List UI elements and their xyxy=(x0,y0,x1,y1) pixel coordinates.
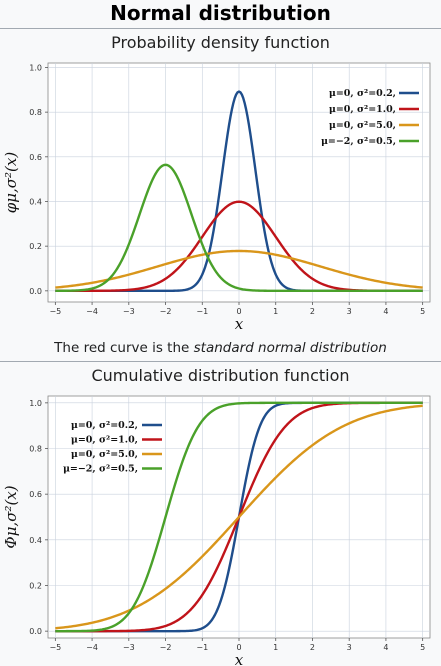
x-tick-label: −2 xyxy=(160,307,172,316)
x-tick-label: 1 xyxy=(273,307,278,316)
x-tick-label: 4 xyxy=(383,307,388,316)
y-tick-label: 0.0 xyxy=(29,627,42,636)
cdf-chart: −5 −4 −3 −2 −1 0 1 2 3 4 5 0.0 0.2 0.4 0.6 0.8 1.0 x Φμ,σ²… xyxy=(2,395,431,666)
series-group xyxy=(55,401,423,633)
legend-label: μ=0, σ²=5.0, xyxy=(71,449,138,460)
y-axis-label: Φμ,σ²(x) xyxy=(2,485,20,548)
series-line-2 xyxy=(55,249,423,289)
caption-text: The red curve is the xyxy=(54,340,194,356)
series-line-2 xyxy=(55,404,423,630)
y-tick-label: 1.0 xyxy=(29,399,42,408)
y-tick-label: 0.0 xyxy=(29,287,42,296)
legend-label: μ=0, σ²=0.2, xyxy=(329,88,396,99)
x-tick-label: −1 xyxy=(196,643,208,652)
page-title: Normal distribution xyxy=(110,1,331,25)
x-axis-label: x xyxy=(235,651,244,666)
legend-label: μ=0, σ²=1.0, xyxy=(329,104,396,115)
x-tick-label: −3 xyxy=(123,307,135,316)
x-tick-label: −4 xyxy=(86,643,98,652)
x-tick-label: −5 xyxy=(49,307,61,316)
x-tick-label: 4 xyxy=(383,643,388,652)
x-tick-label: 3 xyxy=(347,307,352,316)
y-tick-label: 0.4 xyxy=(29,536,42,545)
legend-label: μ=0, σ²=1.0, xyxy=(71,435,138,446)
x-tick-label: 1 xyxy=(273,643,278,652)
y-axis-label: φμ,σ²(x) xyxy=(2,152,20,214)
x-axis-label: x xyxy=(235,315,244,333)
x-tick-label: 5 xyxy=(420,307,425,316)
legend-label: μ=−2, σ²=0.5, xyxy=(63,464,138,475)
x-tick-label: 0 xyxy=(236,307,241,316)
x-tick-label: −3 xyxy=(123,643,135,652)
y-tick-label: 0.8 xyxy=(29,108,42,117)
cdf-chart-title: Cumulative distribution function xyxy=(91,366,350,385)
x-tick-label: −4 xyxy=(86,307,98,316)
x-tick-label: 2 xyxy=(310,307,315,316)
y-tick-label: 1.0 xyxy=(29,63,42,72)
x-tick-label: −1 xyxy=(196,307,208,316)
divider-middle xyxy=(0,361,441,362)
legend-label: μ=0, σ²=0.2, xyxy=(71,420,138,431)
y-tick-label: 0.2 xyxy=(29,242,42,251)
divider-top xyxy=(0,28,441,29)
y-tick-label: 0.8 xyxy=(29,445,42,454)
x-tick-label: −5 xyxy=(49,643,61,652)
y-tick-label: 0.6 xyxy=(29,490,42,499)
legend-label: μ=−2, σ²=0.5, xyxy=(321,136,396,147)
legend: μ=0, σ²=0.2, μ=0, σ²=1.0, μ=0, σ²=5.0, μ=−2… xyxy=(63,420,162,475)
series-line-3 xyxy=(55,401,423,633)
series-line-3 xyxy=(55,163,423,293)
x-tick-label: −2 xyxy=(160,643,172,652)
x-tick-label: 3 xyxy=(347,643,352,652)
series-group xyxy=(55,90,423,293)
figure-caption: The red curve is the standard normal dis… xyxy=(0,337,441,359)
y-tick-label: 0.4 xyxy=(29,197,42,206)
x-tick-label: 0 xyxy=(236,643,241,652)
x-tick-label: 2 xyxy=(310,643,315,652)
y-tick-label: 0.6 xyxy=(29,153,42,162)
caption-emphasis: standard normal distribution xyxy=(193,340,387,356)
legend: μ=0, σ²=0.2, μ=0, σ²=1.0, μ=0, σ²=5.0, μ=−2… xyxy=(321,88,419,147)
grid xyxy=(48,396,430,638)
pdf-chart-title: Probability density function xyxy=(111,33,330,52)
legend-label: μ=0, σ²=5.0, xyxy=(329,120,396,131)
grid xyxy=(48,63,430,302)
y-tick-label: 0.2 xyxy=(29,581,42,590)
x-tick-label: 5 xyxy=(420,643,425,652)
pdf-chart: −5 −4 −3 −2 −1 0 1 2 3 4 5 0.0 0.2 0.4 0.6 0.8 1.0 x φμ,σ²… xyxy=(2,62,431,333)
